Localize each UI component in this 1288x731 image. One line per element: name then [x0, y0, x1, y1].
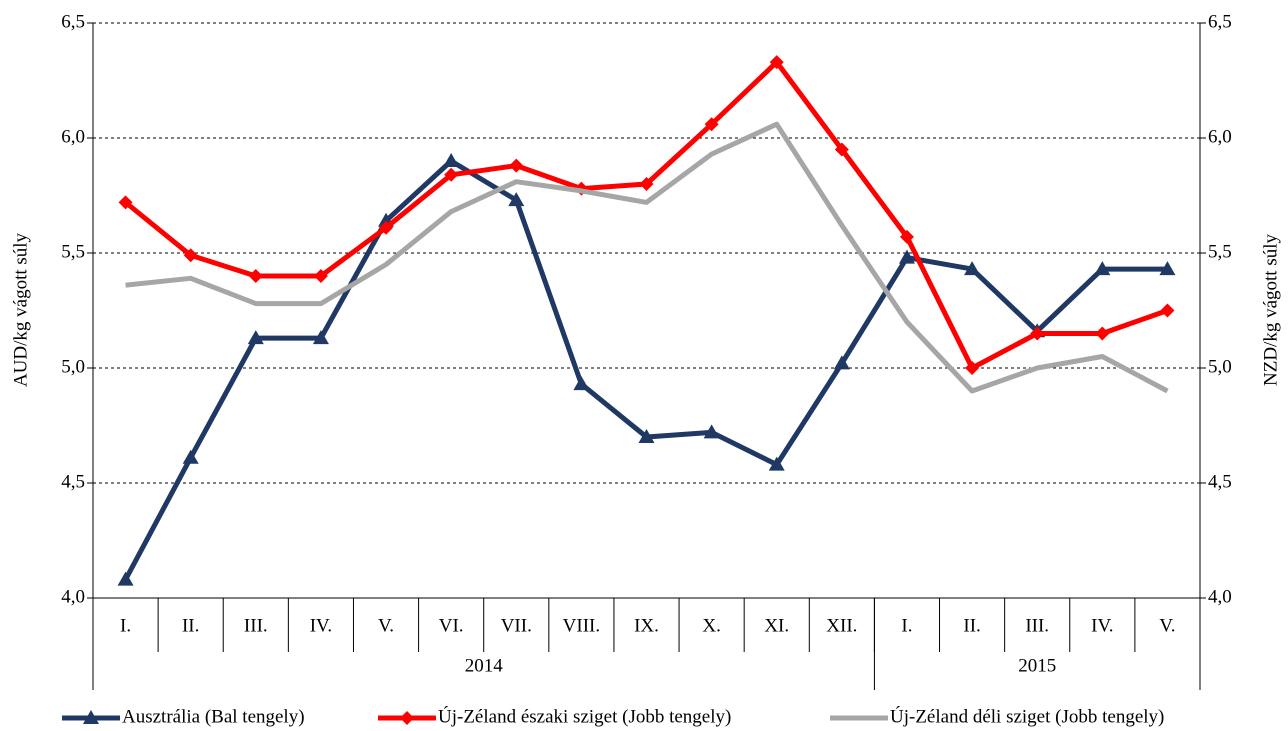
y2-tick-label: 4,0	[1208, 586, 1232, 607]
y-tick-label: 5,0	[61, 356, 85, 377]
x-tick-label: II.	[963, 615, 980, 636]
marker	[769, 55, 784, 70]
marker	[247, 330, 264, 345]
y2-tick-label: 5,0	[1208, 356, 1232, 377]
marker	[1094, 261, 1111, 276]
x-tick-label: IV.	[310, 615, 332, 636]
series-line	[123, 59, 1169, 371]
marker	[313, 269, 328, 283]
marker	[182, 449, 199, 464]
legend-label: Új-Zéland északi sziget (Jobb tengely)	[438, 705, 731, 727]
x-tick-label: II.	[182, 615, 199, 636]
x-tick-label: III.	[1025, 615, 1049, 636]
marker	[117, 571, 134, 586]
marker	[898, 249, 915, 264]
marker	[639, 177, 654, 191]
marker	[833, 355, 850, 370]
marker	[83, 710, 99, 724]
y2-tick-label: 6,0	[1208, 126, 1232, 147]
marker	[834, 142, 849, 157]
x-tick-label: VIII.	[563, 615, 600, 636]
x-tick-label: V.	[378, 615, 394, 636]
marker	[1160, 303, 1175, 318]
marker	[573, 376, 590, 391]
y2-tick-label: 6,5	[1208, 11, 1232, 32]
marker	[965, 361, 980, 375]
marker	[118, 195, 133, 210]
x-tick-label: VII.	[501, 615, 532, 636]
marker	[379, 220, 394, 235]
x-tick-label: VI.	[439, 615, 464, 636]
marker	[704, 117, 719, 132]
y-tick-label: 4,5	[61, 471, 85, 492]
x-tick-label: I.	[120, 615, 131, 636]
x-group-label: 2014	[465, 655, 504, 676]
y-tick-label: 6,0	[61, 126, 85, 147]
x-tick-label: X.	[702, 615, 720, 636]
y2-axis-label: NZD/kg vágott súly	[1260, 234, 1281, 386]
marker	[508, 192, 525, 207]
y2-tick-label: 4,5	[1208, 471, 1232, 492]
series-line	[123, 158, 1168, 581]
marker	[248, 269, 263, 283]
y2-tick-label: 5,5	[1208, 241, 1232, 262]
y-tick-label: 5,5	[61, 241, 85, 262]
legend-label: Ausztrália (Bal tengely)	[122, 706, 305, 727]
x-tick-label: V.	[1159, 615, 1175, 636]
x-tick-label: XII.	[826, 615, 857, 636]
marker	[443, 153, 460, 167]
marker	[899, 229, 914, 244]
x-tick-label: IV.	[1091, 615, 1113, 636]
x-tick-label: III.	[244, 615, 268, 636]
marker	[768, 456, 785, 471]
marker	[638, 429, 655, 443]
marker	[1095, 326, 1110, 341]
marker	[1159, 261, 1176, 276]
marker	[1030, 326, 1045, 341]
series-line	[125, 121, 1169, 394]
marker	[312, 330, 329, 345]
legend-label: Új-Zéland déli sziget (Jobb tengely)	[890, 705, 1164, 727]
x-tick-label: IX.	[634, 615, 659, 636]
y-tick-label: 4,0	[61, 586, 85, 607]
y-tick-label: 6,5	[61, 11, 85, 32]
marker	[509, 158, 524, 173]
x-group-label: 2015	[1018, 655, 1056, 676]
x-tick-label: XI.	[764, 615, 789, 636]
y-axis-label: AUD/kg vágott súly	[10, 232, 31, 387]
marker	[703, 424, 720, 439]
marker	[444, 167, 459, 182]
x-tick-label: I.	[901, 615, 912, 636]
marker	[964, 261, 981, 276]
marker	[400, 711, 414, 725]
marker	[183, 248, 198, 263]
